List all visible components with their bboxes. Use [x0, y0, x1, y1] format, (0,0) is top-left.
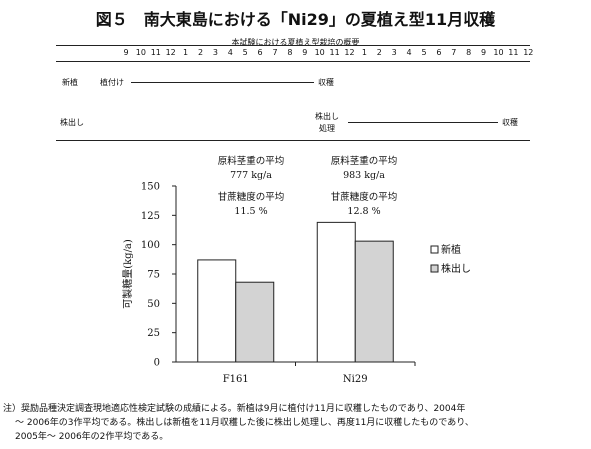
f161-sugar-title: 甘蔗糖度の平均 — [217, 192, 285, 203]
month-label: 12 — [165, 48, 176, 57]
legend-swatch — [430, 264, 439, 273]
month-label: 1 — [183, 48, 189, 57]
y-tick-label: 125 — [141, 211, 160, 222]
schedule-title: 本試験における夏植え型栽培の概要 — [231, 38, 360, 47]
month-label: 6 — [436, 48, 442, 57]
y-tick-label: 100 — [141, 240, 160, 251]
bar — [197, 259, 237, 363]
month-label: 10 — [314, 48, 325, 57]
month-label: 9 — [123, 48, 129, 57]
f161-weight-title: 原料茎重の平均 — [217, 156, 285, 167]
x-tick-label: F161 — [223, 374, 249, 385]
schedule-month-rule — [56, 61, 530, 62]
month-label: 12 — [523, 48, 534, 57]
new-planting-period-line — [131, 82, 314, 83]
row-label-ratoon: 株出し — [60, 118, 84, 127]
month-label: 12 — [344, 48, 355, 57]
x-tick-label: Ni29 — [343, 374, 368, 385]
y-axis-label: 可製糖量(kg/a) — [121, 239, 134, 309]
y-tick-label: 150 — [141, 182, 160, 193]
month-label: 7 — [272, 48, 278, 57]
month-label: 10 — [493, 48, 504, 57]
month-label: 3 — [212, 48, 218, 57]
month-label: 11 — [508, 48, 519, 57]
f161-weight-value: 777 kg/a — [230, 170, 272, 181]
f161-sugar-value: 11.5 % — [234, 206, 268, 217]
y-tick-label: 50 — [147, 299, 160, 310]
bar — [235, 281, 275, 363]
month-label: 2 — [197, 48, 204, 57]
bar — [354, 240, 394, 363]
month-label: 6 — [257, 48, 263, 57]
schedule-top-rule — [56, 45, 530, 46]
footnote-line-2: ～ 2006年の3作平均である。株出しは新植を11月収穫した後に株出し処理し、再… — [15, 418, 474, 428]
month-label: 5 — [421, 48, 427, 57]
schedule-bottom-rule — [56, 140, 530, 141]
month-label: 7 — [451, 48, 457, 57]
month-label: 11 — [329, 48, 340, 57]
bar — [316, 221, 356, 363]
footnote: 注）奨励品種決定調査現地適応性検定試験の成績による。新植は9月に植付け11月に収… — [3, 402, 588, 444]
legend-label: 株出し — [441, 262, 471, 275]
month-label: 5 — [242, 48, 248, 57]
month-label: 3 — [391, 48, 397, 57]
ni29-weight-title: 原料茎重の平均 — [330, 156, 398, 167]
row-label-new-planting: 新植 — [62, 78, 78, 87]
footnote-line-3: 2005年～ 2006年の2作平均である。 — [15, 432, 169, 442]
month-label: 8 — [287, 48, 293, 57]
footnote-line-1: 注）奨励品種決定調査現地適応性検定試験の成績による。新植は9月に植付け11月に収… — [3, 404, 466, 414]
planting-label: 植付け — [100, 78, 124, 87]
ratoon-treatment-label-1: 株出し — [315, 112, 339, 121]
month-label: 1 — [361, 48, 367, 57]
figure-title: 図５ 南大東島における「Ni29」の夏植え型11月収穫 — [95, 10, 496, 29]
legend-label: 新植 — [441, 243, 461, 256]
ratoon-harvest-label: 収穫 — [502, 118, 518, 127]
ni29-sugar-value: 12.8 % — [347, 206, 381, 217]
schedule-month-row: 9 10 11 12 1 2 3 4 5 6 7 8 9 10 11 12 1 2 3 4 5 6 7 8 9 10 11 12 — [0, 48, 591, 60]
month-label: 9 — [302, 48, 308, 57]
y-tick-label: 0 — [154, 358, 160, 369]
y-tick-label: 75 — [147, 270, 160, 281]
ni29-sugar-title: 甘蔗糖度の平均 — [330, 192, 398, 203]
ratoon-period-line — [348, 122, 498, 123]
month-label: 11 — [150, 48, 161, 57]
month-label: 9 — [481, 48, 487, 57]
month-label: 2 — [376, 48, 382, 57]
y-tick-label: 25 — [147, 328, 160, 339]
month-label: 4 — [406, 48, 412, 57]
month-label: 4 — [227, 48, 233, 57]
new-planting-harvest-label: 収穫 — [318, 78, 334, 87]
legend-swatch — [430, 245, 439, 254]
month-label: 8 — [466, 48, 472, 57]
month-label: 10 — [135, 48, 146, 57]
ratoon-treatment-label-2: 処理 — [319, 124, 335, 133]
ni29-weight-value: 983 kg/a — [343, 170, 385, 181]
